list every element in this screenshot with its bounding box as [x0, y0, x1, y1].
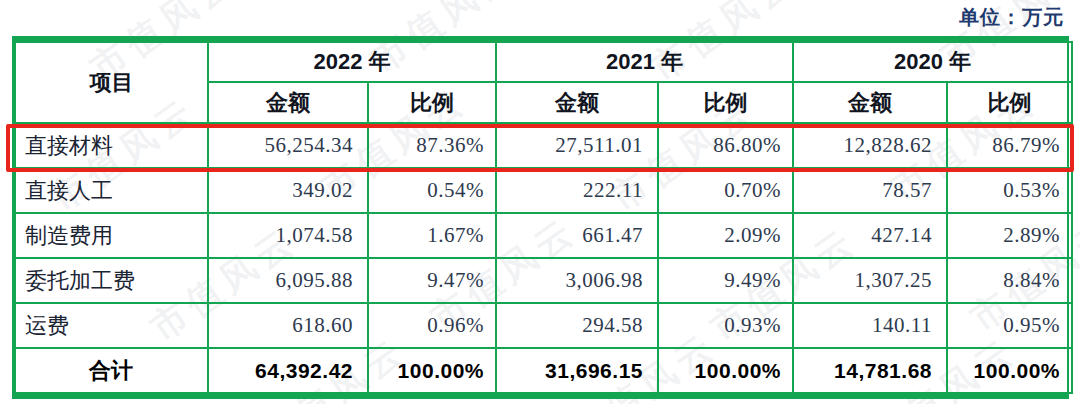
table-header: 项目 2022 年 2021 年 2020 年 金额 比例 金额 比例 金额 比… [15, 42, 1072, 123]
table-body: 直接材料56,254.3487.36%27,511.0186.80%12,828… [15, 123, 1072, 393]
cell-ratio: 0.53% [947, 168, 1072, 213]
cell-ratio: 0.95% [947, 303, 1072, 348]
cell-ratio: 100.00% [368, 348, 496, 393]
header-ratio-2021: 比例 [658, 82, 793, 123]
cell-label: 委托加工费 [15, 258, 208, 303]
cost-structure-table-wrap: 项目 2022 年 2021 年 2020 年 金额 比例 金额 比例 金额 比… [12, 36, 1069, 399]
cell-amount: 1,074.58 [208, 213, 368, 258]
header-year-2020: 2020 年 [793, 42, 1072, 82]
cell-ratio: 87.36% [368, 123, 496, 168]
cell-amount: 12,828.62 [793, 123, 947, 168]
cell-amount: 56,254.34 [208, 123, 368, 168]
header-ratio-2022: 比例 [368, 82, 496, 123]
header-amount-2020: 金额 [793, 82, 947, 123]
cell-amount: 140.11 [793, 303, 947, 348]
cell-ratio: 1.67% [368, 213, 496, 258]
cell-amount: 27,511.01 [496, 123, 658, 168]
table-row: 制造费用1,074.581.67%661.472.09%427.142.89% [15, 213, 1072, 258]
cell-ratio: 100.00% [658, 348, 793, 393]
header-amount-2021: 金额 [496, 82, 658, 123]
cell-amount: 661.47 [496, 213, 658, 258]
cell-ratio: 0.70% [658, 168, 793, 213]
cell-ratio: 2.89% [947, 213, 1072, 258]
cell-amount: 618.60 [208, 303, 368, 348]
table-row: 运费618.600.96%294.580.93%140.110.95% [15, 303, 1072, 348]
cell-amount: 6,095.88 [208, 258, 368, 303]
cell-amount: 14,781.68 [793, 348, 947, 393]
cell-ratio: 86.80% [658, 123, 793, 168]
report-page: { "unit_label": "单位：万元", "watermark": { … [0, 0, 1080, 404]
cell-label: 合计 [15, 348, 208, 393]
cell-amount: 294.58 [496, 303, 658, 348]
cell-amount: 427.14 [793, 213, 947, 258]
cell-amount: 1,307.25 [793, 258, 947, 303]
cell-label: 运费 [15, 303, 208, 348]
cell-ratio: 0.54% [368, 168, 496, 213]
cell-amount: 349.02 [208, 168, 368, 213]
cell-ratio: 8.84% [947, 258, 1072, 303]
unit-label: 单位：万元 [959, 4, 1064, 31]
cell-label: 直接材料 [15, 123, 208, 168]
cell-label: 直接人工 [15, 168, 208, 213]
cell-ratio: 9.49% [658, 258, 793, 303]
cell-amount: 31,696.15 [496, 348, 658, 393]
cell-ratio: 2.09% [658, 213, 793, 258]
table-row-total: 合计64,392.42100.00%31,696.15100.00%14,781… [15, 348, 1072, 393]
cell-amount: 3,006.98 [496, 258, 658, 303]
table-row: 委托加工费6,095.889.47%3,006.989.49%1,307.258… [15, 258, 1072, 303]
cell-ratio: 0.93% [658, 303, 793, 348]
header-amount-2022: 金额 [208, 82, 368, 123]
header-year-row: 项目 2022 年 2021 年 2020 年 [15, 42, 1072, 82]
header-ratio-2020: 比例 [947, 82, 1072, 123]
cell-ratio: 0.96% [368, 303, 496, 348]
table-row: 直接人工349.020.54%222.110.70%78.570.53% [15, 168, 1072, 213]
header-year-2021: 2021 年 [496, 42, 793, 82]
header-item: 项目 [15, 42, 208, 123]
cost-structure-table: 项目 2022 年 2021 年 2020 年 金额 比例 金额 比例 金额 比… [14, 41, 1073, 394]
cell-amount: 222.11 [496, 168, 658, 213]
cell-ratio: 100.00% [947, 348, 1072, 393]
cell-ratio: 9.47% [368, 258, 496, 303]
table-row: 直接材料56,254.3487.36%27,511.0186.80%12,828… [15, 123, 1072, 168]
cell-amount: 64,392.42 [208, 348, 368, 393]
cell-amount: 78.57 [793, 168, 947, 213]
header-year-2022: 2022 年 [208, 42, 496, 82]
cell-ratio: 86.79% [947, 123, 1072, 168]
cell-label: 制造费用 [15, 213, 208, 258]
